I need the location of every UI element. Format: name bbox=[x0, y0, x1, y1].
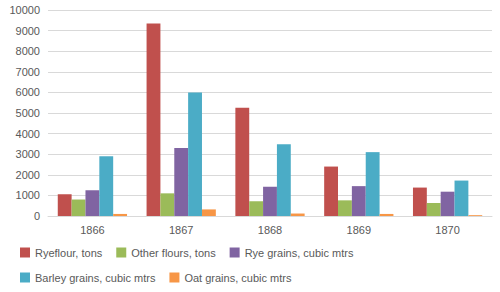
svg-text:0: 0 bbox=[34, 210, 40, 222]
svg-text:10000: 10000 bbox=[9, 4, 40, 16]
svg-text:1870: 1870 bbox=[435, 224, 459, 236]
svg-text:1867: 1867 bbox=[169, 224, 193, 236]
svg-text:Other flours, tons: Other flours, tons bbox=[131, 247, 216, 259]
svg-text:Barley grains, cubic mtrs: Barley grains, cubic mtrs bbox=[35, 272, 156, 284]
svg-text:4000: 4000 bbox=[16, 128, 40, 140]
svg-text:Ryeflour, tons: Ryeflour, tons bbox=[35, 247, 103, 259]
svg-text:5000: 5000 bbox=[16, 107, 40, 119]
svg-text:6000: 6000 bbox=[16, 86, 40, 98]
svg-text:1000: 1000 bbox=[16, 189, 40, 201]
svg-text:2000: 2000 bbox=[16, 169, 40, 181]
svg-text:9000: 9000 bbox=[16, 25, 40, 37]
svg-text:1869: 1869 bbox=[347, 224, 371, 236]
svg-text:8000: 8000 bbox=[16, 45, 40, 57]
svg-text:1866: 1866 bbox=[80, 224, 104, 236]
svg-text:Oat grains, cubic mtrs: Oat grains, cubic mtrs bbox=[184, 272, 291, 284]
svg-text:3000: 3000 bbox=[16, 148, 40, 160]
svg-text:Rye grains, cubic mtrs: Rye grains, cubic mtrs bbox=[245, 247, 354, 259]
svg-text:1868: 1868 bbox=[258, 224, 282, 236]
svg-text:7000: 7000 bbox=[16, 66, 40, 78]
